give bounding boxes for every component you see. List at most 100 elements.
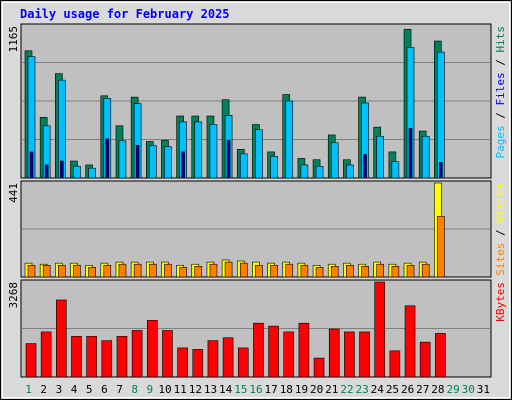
bar-kbytes-day-9 [146,320,158,378]
y-max-label: 3268 [7,282,20,309]
bar-files-day-25 [391,161,400,179]
bar-sites-day-27 [421,263,430,278]
bar-sites-day-22 [346,264,354,278]
bar-sites-day-6 [103,264,112,278]
bar-files-day-13 [209,124,218,179]
x-tick-day-4: 4 [71,383,78,396]
bar-files-day-12 [194,121,203,179]
bar-kbytes-day-3 [56,299,67,378]
legend-entry: / [494,223,507,243]
bar-sites-day-17 [270,264,278,278]
bar-pages-day-23 [363,154,367,179]
bar-sites-day-15 [239,262,248,278]
x-tick-day-22: 22 [340,383,353,396]
bar-kbytes-day-11 [177,347,188,378]
chart-panels: 1165 Pages / Files / Hits 441 Sites / Visit… [7,23,507,378]
bar-kbytes-day-7 [116,336,128,378]
bar-kbytes-day-27 [419,341,431,378]
bar-files-day-9 [148,145,157,179]
panel-kbytes: 3268 KBytes [7,279,507,378]
x-tick-day-5: 5 [86,383,93,396]
x-tick-day-29: 29 [446,383,459,396]
bar-sites-day-14 [224,261,233,278]
bar-sites-day-26 [406,264,415,278]
legend-entry: / [494,53,507,73]
bar-sites-day-11 [179,267,187,278]
bar-kbytes-day-26 [404,305,416,378]
x-tick-day-28: 28 [431,383,444,396]
bar-sites-day-28 [437,215,445,278]
bar-kbytes-day-18 [283,331,295,378]
bar-files-day-5 [88,167,96,179]
x-tick-day-3: 3 [56,383,63,396]
x-tick-day-26: 26 [401,383,414,396]
legend-hits_files_pages: Pages / Files / Hits [494,26,507,159]
legend-visits_sites: Sites / Visits [494,183,507,276]
bar-files-day-24 [376,135,385,179]
bar-files-day-15 [239,153,248,179]
x-tick-day-17: 17 [265,383,278,396]
bar-files-day-20 [315,165,324,179]
bar-kbytes-day-4 [71,336,82,378]
bar-sites-day-10 [164,263,172,278]
bar-kbytes-day-20 [313,357,325,378]
bar-kbytes-day-14 [222,337,234,378]
legend-kbytes: KBytes [494,282,507,322]
x-tick-day-23: 23 [356,383,369,396]
bar-sites-day-13 [209,263,218,278]
bar-sites-day-2 [42,264,51,278]
bar-kbytes-day-13 [207,340,219,378]
bar-sites-day-20 [315,267,324,278]
panel-hits_files_pages: 1165 Pages / Files / Hits [7,23,507,179]
x-axis-day-labels: 1 2 3 4 5 6 7 8 9 10 11 12 13 14 15 16 17 18 19 20 21 22 23 24 2… [25,383,490,396]
bar-pages-day-3 [60,160,64,179]
x-tick-day-18: 18 [280,383,293,396]
x-tick-day-13: 13 [204,383,217,396]
bar-sites-day-23 [361,266,369,278]
bar-files-day-10 [164,146,172,179]
x-tick-day-11: 11 [174,383,187,396]
bar-pages-day-14 [226,139,231,179]
x-tick-day-27: 27 [416,383,429,396]
bar-kbytes-day-10 [162,330,173,378]
x-tick-day-16: 16 [249,383,262,396]
bar-files-day-16 [255,129,263,179]
y-max-label: 441 [7,183,20,203]
bar-pages-day-1 [29,151,34,179]
bar-kbytes-day-1 [25,343,37,378]
x-tick-day-31: 31 [477,383,490,396]
bar-kbytes-day-24 [374,281,386,378]
bar-pages-day-28 [439,162,443,179]
bar-kbytes-day-5 [86,336,97,378]
bar-pages-day-26 [408,128,413,179]
x-tick-day-25: 25 [386,383,399,396]
x-tick-day-20: 20 [310,383,323,396]
bar-pages-day-6 [105,138,110,179]
bar-kbytes-day-17 [268,325,279,378]
bar-kbytes-day-28 [435,333,446,378]
legend-entry: KBytes [494,282,507,322]
bar-sites-day-25 [391,266,400,278]
bar-sites-day-16 [255,264,263,278]
legend-entry: Pages [494,125,507,158]
bar-sites-day-3 [58,264,66,278]
legend-entry: / [494,106,507,126]
series-files [27,47,445,179]
x-tick-day-24: 24 [371,383,385,396]
bar-sites-day-19 [300,264,309,278]
bar-kbytes-day-8 [131,330,143,378]
chart-title: Daily usage for February 2025 [20,7,230,21]
legend-entry: Files [494,72,507,105]
bar-kbytes-day-2 [40,331,52,378]
bar-files-day-28 [437,51,445,179]
series-pages [29,128,443,179]
bar-files-day-17 [270,156,278,179]
bar-files-day-4 [73,165,81,179]
x-tick-day-19: 19 [295,383,308,396]
x-tick-day-21: 21 [325,383,338,396]
x-tick-day-6: 6 [101,383,108,396]
bar-sites-day-18 [285,263,294,278]
bar-kbytes-day-25 [389,350,401,378]
